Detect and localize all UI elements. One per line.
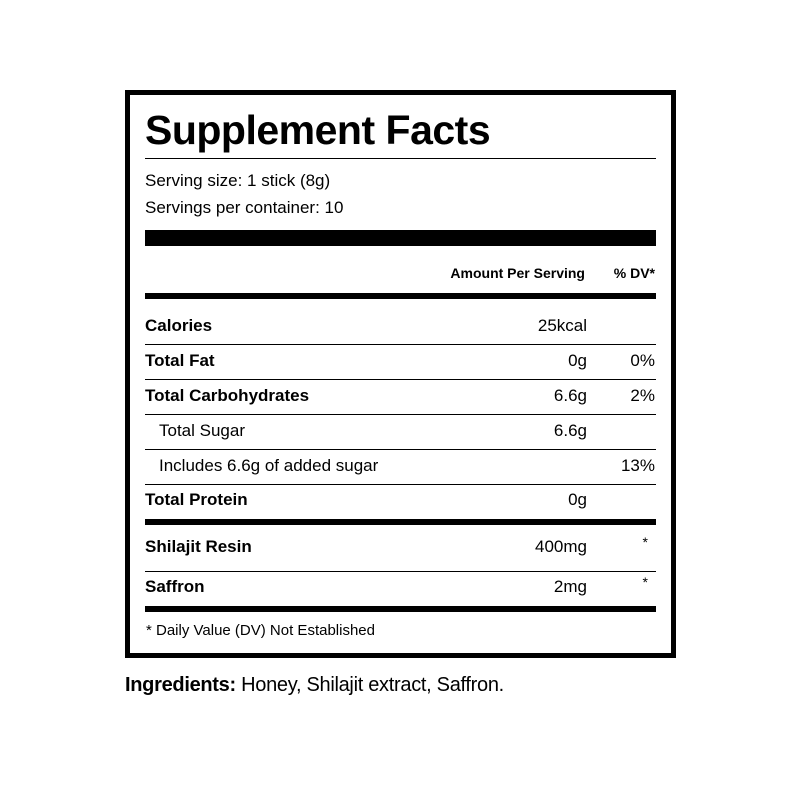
serving-size: Serving size: 1 stick (8g) (145, 171, 331, 190)
thick-bar (145, 293, 656, 299)
nutrient-name: Total Sugar (159, 421, 245, 440)
nutrient-amount: 6.6g (553, 421, 587, 440)
nutrient-amount: 0g (568, 351, 587, 370)
nutrient-name: Calories (145, 316, 213, 335)
divider (145, 379, 656, 380)
nutrient-dv: 13% (620, 456, 655, 475)
nutrient-dv: 0% (630, 351, 655, 370)
thick-bar (145, 519, 656, 525)
nutrient-dv: 2% (630, 386, 655, 405)
divider (145, 344, 656, 345)
divider (145, 158, 656, 159)
supplement-facts-panel (125, 90, 676, 658)
table-row: Total Protein 0g (145, 490, 656, 510)
divider (145, 449, 656, 450)
table-row: Total Sugar 6.6g (145, 421, 656, 441)
ingredients-text: Honey, Shilajit extract, Saffron. (235, 674, 504, 696)
panel-title: Supplement Facts (145, 107, 491, 153)
table-row: Total Fat 0g 0% (145, 351, 656, 371)
nutrient-name: Total Carbohydrates (145, 386, 310, 405)
ingredient-name: Shilajit Resin (145, 537, 252, 556)
divider (145, 571, 656, 572)
servings-per-container: Servings per container: 10 (145, 198, 344, 217)
ingredient-amount: 400mg (535, 537, 587, 556)
ingredient-dv: * (642, 534, 648, 550)
nutrient-name: Total Fat (145, 351, 215, 370)
ingredient-amount: 2mg (553, 577, 587, 596)
ingredient-dv: * (642, 574, 648, 590)
thick-bar (145, 230, 656, 246)
table-row: Shilajit Resin 400mg * (145, 534, 656, 557)
divider (145, 414, 656, 415)
nutrient-amount: 0g (568, 490, 587, 509)
table-row: Saffron 2mg * (145, 574, 656, 597)
footnote: * Daily Value (DV) Not Established (146, 622, 375, 639)
nutrient-amount: 6.6g (553, 386, 587, 405)
dv-header: % DV* (613, 265, 655, 281)
nutrient-amount: 25kcal (537, 316, 587, 335)
nutrient-name: Includes 6.6g of added sugar (159, 456, 379, 475)
table-row: Calories 25kcal (145, 316, 656, 336)
divider (145, 484, 656, 485)
ingredients-line: Ingredients: Honey, Shilajit extract, Sa… (125, 674, 504, 697)
nutrient-name: Total Protein (145, 490, 248, 509)
ingredients-label: Ingredients: (125, 674, 236, 696)
table-row: Includes 6.6g of added sugar 13% (145, 456, 656, 476)
thick-bar (145, 606, 656, 612)
table-row: Total Carbohydrates 6.6g 2% (145, 386, 656, 406)
amount-header: Amount Per Serving (450, 265, 585, 281)
ingredient-name: Saffron (145, 577, 205, 596)
